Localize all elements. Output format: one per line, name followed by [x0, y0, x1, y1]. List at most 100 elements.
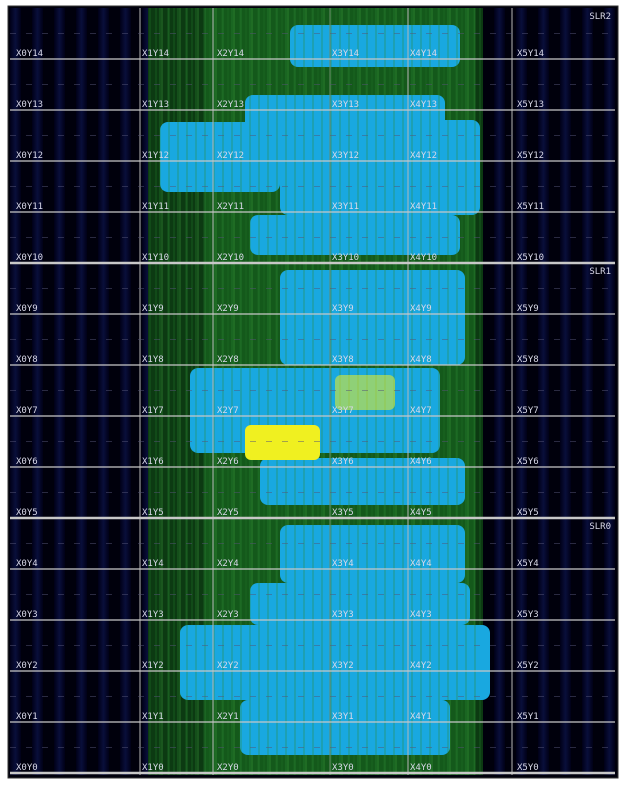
clock-region-label: X1Y11 [142, 202, 169, 212]
clock-region-label: X1Y5 [142, 508, 164, 518]
clock-region-label: X5Y13 [517, 100, 544, 110]
clock-region-label: X5Y2 [517, 661, 539, 671]
clock-region-label: X2Y11 [217, 202, 244, 212]
placed-cells [280, 270, 465, 365]
clock-region-label: X1Y6 [142, 457, 164, 467]
clock-region-label: X0Y4 [16, 559, 38, 569]
fabric-column [76, 8, 87, 775]
clock-region-label: X5Y14 [517, 49, 544, 59]
clock-region-label: X2Y4 [217, 559, 239, 569]
clock-region-label: X4Y12 [410, 151, 437, 161]
clock-region-label: X5Y12 [517, 151, 544, 161]
fabric-column [32, 8, 43, 775]
clock-region-label: X5Y3 [517, 610, 539, 620]
clock-region-label: X1Y9 [142, 304, 164, 314]
clock-region-label: X4Y7 [410, 406, 432, 416]
clock-region-label: X2Y14 [217, 49, 244, 59]
clock-region-label: X0Y7 [16, 406, 38, 416]
clock-region-label: X4Y2 [410, 661, 432, 671]
clock-region-label: X0Y8 [16, 355, 38, 365]
clock-region-label: X3Y1 [332, 712, 354, 722]
clock-region-label: X0Y1 [16, 712, 38, 722]
clock-region-label: X3Y0 [332, 763, 354, 773]
clock-region-label: X1Y4 [142, 559, 164, 569]
placed-cells [250, 583, 470, 625]
fabric-column [560, 8, 571, 775]
placed-cells [280, 120, 480, 215]
clock-region-label: X4Y5 [410, 508, 432, 518]
clock-region-label: X2Y12 [217, 151, 244, 161]
clock-region-label: X5Y8 [517, 355, 539, 365]
clock-region-label: X4Y14 [410, 49, 437, 59]
clock-region-label: X3Y8 [332, 355, 354, 365]
clock-region-label: X0Y5 [16, 508, 38, 518]
clock-region-label: X0Y13 [16, 100, 43, 110]
clock-region-label: X3Y3 [332, 610, 354, 620]
clock-region-label: X0Y3 [16, 610, 38, 620]
fabric-column [538, 8, 549, 775]
slr-label: SLR1 [589, 267, 611, 277]
fabric-column [494, 8, 505, 775]
slr-label: SLR0 [589, 522, 611, 532]
clock-region-label: X3Y12 [332, 151, 359, 161]
placed-cells [240, 700, 450, 755]
clock-region-label: X3Y9 [332, 304, 354, 314]
fabric-column [516, 8, 527, 775]
clock-region-label: X5Y10 [517, 253, 544, 263]
clock-region-label: X0Y9 [16, 304, 38, 314]
clock-region-label: X3Y11 [332, 202, 359, 212]
fabric-column [10, 8, 21, 775]
placed-cells [250, 215, 460, 255]
clock-region-label: X4Y13 [410, 100, 437, 110]
clock-region-label: X0Y11 [16, 202, 43, 212]
fabric-column [120, 8, 131, 775]
clock-region-label: X3Y14 [332, 49, 359, 59]
clock-region-label: X1Y3 [142, 610, 164, 620]
clock-region-label: X0Y14 [16, 49, 43, 59]
clock-region-label: X2Y10 [217, 253, 244, 263]
clock-region-label: X3Y4 [332, 559, 354, 569]
clock-region-label: X3Y2 [332, 661, 354, 671]
clock-region-label: X2Y1 [217, 712, 239, 722]
clock-region-label: X2Y13 [217, 100, 244, 110]
clock-region-label: X0Y12 [16, 151, 43, 161]
clock-region-label: X2Y9 [217, 304, 239, 314]
clock-region-label: X2Y0 [217, 763, 239, 773]
clock-region-label: X5Y5 [517, 508, 539, 518]
clock-region-label: X1Y13 [142, 100, 169, 110]
clock-region-label: X5Y4 [517, 559, 539, 569]
clock-region-label: X4Y1 [410, 712, 432, 722]
clock-region-label: X0Y0 [16, 763, 38, 773]
highlighted-cells [245, 425, 320, 460]
clock-region-label: X4Y4 [410, 559, 432, 569]
clock-region-label: X0Y2 [16, 661, 38, 671]
placed-cells [280, 525, 465, 583]
clock-region-label: X1Y14 [142, 49, 169, 59]
clock-region-label: X2Y2 [217, 661, 239, 671]
clock-region-label: X5Y9 [517, 304, 539, 314]
clock-region-label: X4Y11 [410, 202, 437, 212]
placed-cells [260, 458, 465, 505]
clock-region-label: X2Y7 [217, 406, 239, 416]
clock-region-label: X1Y1 [142, 712, 164, 722]
clock-region-label: X3Y5 [332, 508, 354, 518]
clock-region-label: X1Y0 [142, 763, 164, 773]
clock-region-label: X2Y5 [217, 508, 239, 518]
clock-region-label: X1Y10 [142, 253, 169, 263]
clock-region-label: X0Y10 [16, 253, 43, 263]
clock-region-label: X1Y12 [142, 151, 169, 161]
highlighted-cells [335, 375, 395, 410]
clock-region-label: X5Y6 [517, 457, 539, 467]
clock-region-label: X4Y9 [410, 304, 432, 314]
clock-region-label: X3Y13 [332, 100, 359, 110]
clock-region-label: X2Y6 [217, 457, 239, 467]
clock-region-label: X2Y3 [217, 610, 239, 620]
clock-region-label: X1Y7 [142, 406, 164, 416]
clock-region-label: X4Y10 [410, 253, 437, 263]
clock-region-label: X1Y8 [142, 355, 164, 365]
clock-region-label: X4Y0 [410, 763, 432, 773]
device-fabric [10, 8, 615, 775]
slr-label: SLR2 [589, 12, 611, 22]
clock-region-label: X3Y10 [332, 253, 359, 263]
clock-region-label: X4Y3 [410, 610, 432, 620]
